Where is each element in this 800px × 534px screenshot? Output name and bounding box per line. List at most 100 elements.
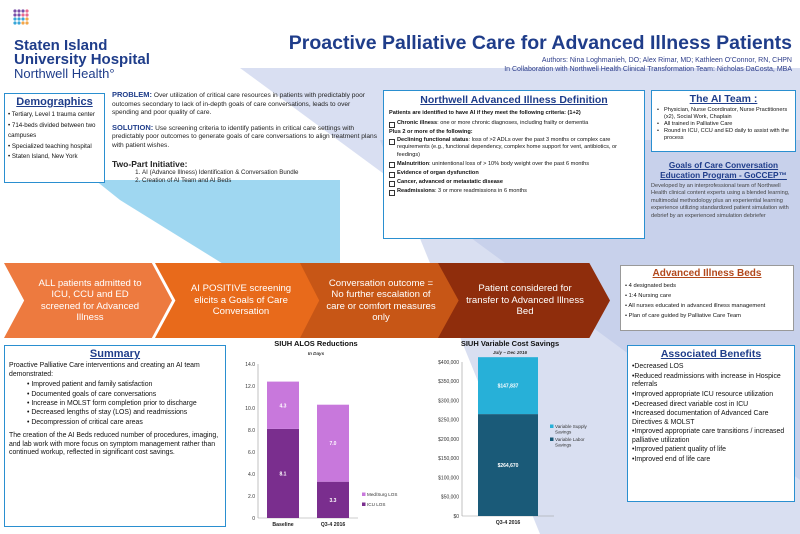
solution-paragraph: SOLUTION: Use screening criteria to iden…	[112, 122, 378, 151]
goccep-text: Developed by an interprofessional team o…	[651, 183, 790, 219]
legend-label: Savings	[555, 443, 572, 448]
list-item: Decompression of critical care areas	[27, 418, 221, 427]
logo-line-2: University Hospital	[14, 51, 150, 68]
benefit-item: •Improved appropriate ICU resource utili…	[632, 390, 774, 398]
summary-closing: The creation of the AI Beds reduced numb…	[9, 432, 219, 457]
y-tick-label: $250,000	[438, 418, 459, 424]
criteria-text: : one or more chronic diagnoses, includi…	[437, 120, 589, 126]
list-item: All trained in Palliative Care	[656, 121, 791, 128]
cost-chart-title: SIUH Variable Cost Savings	[460, 339, 560, 348]
poster-title: Proactive Palliative Care for Advanced I…	[288, 32, 792, 54]
initiative-list: AI (Advance Illness) Identification & Co…	[142, 169, 378, 185]
definition-heading: Northwell Advanced Illness Definition	[420, 94, 608, 106]
benefit-item: •Decreased direct variable cost in ICU	[632, 400, 749, 408]
problem-solution-block: PROBLEM: Over utilization of critical ca…	[112, 90, 378, 229]
bar-segment	[317, 404, 349, 482]
beds-list: 4 designated beds 1:4 Nursing care All n…	[625, 281, 789, 321]
bar-segment	[317, 481, 349, 518]
flow-step-4: Patient considered for transfer to Advan…	[438, 263, 610, 338]
list-item: Staten Island, New York	[8, 152, 101, 163]
team-heading: The AI Team :	[689, 93, 758, 105]
criteria-label: Evidence of organ dysfunction	[397, 170, 479, 177]
goccep-block: Goals of Care Conversation Education Pro…	[651, 160, 796, 254]
list-item: All nurses educated in advanced illness …	[625, 301, 789, 311]
legend-label: Savings	[555, 430, 572, 435]
demographics-list: Tertiary, Level 1 trauma center 714-beds…	[8, 110, 101, 163]
list-item: Plan of care guided by Palliative Care T…	[625, 311, 789, 321]
list-item: Decreased lengths of stay (LOS) and read…	[27, 408, 221, 417]
ai-definition-box: Northwell Advanced Illness Definition Pa…	[383, 90, 645, 239]
alos-chart: 0 2.0 4.0 6.0 8.0 10.0 12.0 14.0 8.1 4.3 Baseline 3…	[245, 362, 397, 528]
criteria-row: Malnutrition: unintentional loss of > 10…	[389, 160, 639, 169]
benefit-item: •Improved patient quality of life	[632, 446, 726, 454]
flow-step-2: AI POSITIVE screening elicits a Goals of…	[155, 263, 325, 338]
y-tick-label: 8.0	[248, 428, 255, 434]
solution-label: SOLUTION:	[112, 122, 154, 132]
ai-team-box: The AI Team : Physician, Nurse Coordinat…	[651, 90, 796, 152]
criteria-label: Malnutrition	[397, 160, 430, 167]
collaboration-line: In Collaboration with Northwell Health C…	[504, 66, 792, 73]
list-item: Improved patient and family satisfaction	[27, 380, 221, 389]
y-tick-label: 14.0	[245, 362, 255, 368]
definition-criteria: Patients are identified to have AI if th…	[389, 110, 581, 116]
bar-segment	[478, 414, 538, 516]
legend-label: Variable Labor	[555, 437, 585, 442]
legend-swatch	[362, 502, 366, 506]
legend-swatch	[550, 424, 554, 428]
list-item: Increase in MOLST form completion prior …	[27, 399, 221, 408]
logo-line-1: Staten Island	[14, 37, 108, 54]
list-item: 1:4 Nursing care	[625, 291, 789, 301]
criteria-row: Chronic illness: one or more chronic dia…	[389, 120, 639, 128]
benefits-heading: Associated Benefits	[660, 348, 762, 360]
demographics-box: Demographics Tertiary, Level 1 trauma ce…	[4, 93, 105, 183]
bar-segment	[478, 357, 538, 415]
flow-step-3: Conversation outcome = No further escala…	[300, 263, 460, 338]
definition-plus: Plus 2 or more of the following:	[389, 129, 473, 136]
criteria-text: : unintentional loss of > 10% body weigh…	[429, 160, 590, 167]
initiative-heading: Two-Part Initiative:	[112, 159, 188, 169]
alos-chart-subtitle: In Days	[307, 351, 325, 356]
demographics-heading: Demographics	[16, 96, 93, 108]
bar-data-label: 8.1	[280, 471, 287, 477]
y-tick-label: 12.0	[245, 384, 255, 390]
bar-data-label: 7.0	[330, 441, 337, 447]
list-item: Physician, Nurse Coordinator, Nurse Prac…	[656, 107, 791, 121]
y-tick-label: $0	[453, 514, 459, 520]
y-tick-label: 4.0	[248, 472, 255, 478]
benefit-item: •Improved appropriate care transitions /…	[632, 428, 785, 444]
problem-label: PROBLEM:	[112, 90, 152, 99]
y-tick-label: 0	[252, 516, 255, 522]
problem-text: Over utilization of critical care resour…	[112, 92, 365, 116]
list-item: Documented goals of care conversations	[27, 390, 221, 399]
list-item: 714-beds divided between two campuses	[8, 121, 101, 142]
cost-chart-subtitle: July – Dec 2016	[492, 350, 528, 355]
criteria-row: Cancer, advanced or metastatic disease	[389, 179, 639, 187]
team-list: Physician, Nurse Coordinator, Nurse Prac…	[656, 107, 791, 142]
criteria-row: Evidence of organ dysfunction	[389, 170, 639, 178]
legend-label: Variable Supply	[555, 424, 588, 429]
benefit-item: •Reduced readmissions with increase in H…	[632, 372, 781, 388]
benefit-item: •Increased documentation of Advanced Car…	[632, 410, 769, 426]
list-item: Specialized teaching hospital	[8, 142, 101, 153]
list-item: Round in ICU, CCU and ED daily to assist…	[656, 128, 791, 142]
summary-heading: Summary	[89, 348, 141, 360]
criteria-row: Declining functional status: loss of >2 …	[389, 137, 639, 159]
criteria-text: : loss of >2 ADLs over the past 3 months…	[397, 137, 618, 158]
y-tick-label: 6.0	[248, 450, 255, 456]
bar-data-label: 3.3	[330, 498, 337, 504]
authors-block: Authors: Nina Loghmanieh, DO; Alex Rimar…	[230, 56, 792, 74]
ai-beds-box: Advanced Illness Beds 4 designated beds …	[620, 265, 794, 331]
benefit-item: •Decreased LOS	[632, 363, 684, 370]
criteria-label: Declining functional status	[397, 137, 469, 144]
x-tick-label: Q3-4 2016	[496, 520, 521, 526]
y-tick-label: $200,000	[438, 437, 459, 443]
y-tick-label: $50,000	[441, 495, 459, 501]
summary-intro: Proactive Palliative Care interventions …	[9, 362, 200, 378]
criteria-text: : 3 or more readmissions in 6 months	[434, 188, 527, 195]
logo-line-3: Northwell Health°	[14, 66, 115, 81]
x-tick-label: Q3-4 2016	[321, 522, 346, 528]
summary-box: Summary Proactive Palliative Care interv…	[4, 345, 226, 527]
list-item: 4 designated beds	[625, 281, 789, 291]
y-tick-label: $400,000	[438, 360, 459, 366]
legend-label: ICU LOS	[367, 502, 385, 507]
